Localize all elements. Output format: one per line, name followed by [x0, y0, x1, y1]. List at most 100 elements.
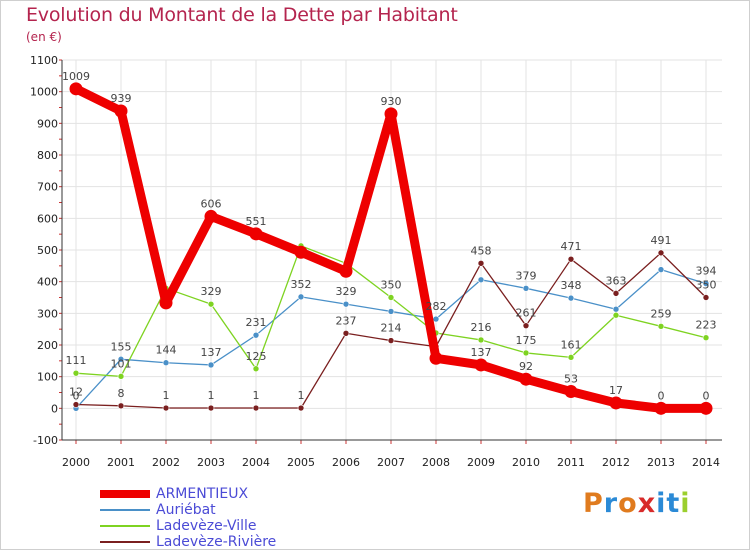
- y-tick-label: -100: [33, 434, 58, 447]
- data-label-armentieux: 0: [703, 389, 710, 402]
- legend-label: Ladevèze-Ville: [156, 518, 257, 534]
- x-tick-label: 2003: [197, 456, 225, 469]
- legend: ARMENTIEUX Auriébat Ladevèze-Ville Ladevèze…: [100, 486, 276, 550]
- x-tick-label: 2000: [62, 456, 90, 469]
- data-label-armentieux: 1009: [62, 70, 90, 83]
- x-tick-label: 2012: [602, 456, 630, 469]
- point-auriebat: [342, 300, 350, 308]
- point-ladeveze-ville: [567, 354, 575, 361]
- legend-item-armentieux: ARMENTIEUX: [100, 486, 276, 502]
- point-ladeveze-riviere: [657, 249, 665, 257]
- data-label-auriebat: 394: [696, 265, 717, 278]
- point-ladeveze-riviere: [162, 404, 170, 412]
- point-armentieux: [159, 296, 173, 310]
- y-tick-label: 1100: [30, 54, 58, 67]
- point-auriebat: [567, 294, 575, 302]
- data-label-ladeveze-ville: 259: [651, 307, 672, 320]
- legend-swatch: [100, 525, 150, 527]
- data-label-ladeveze-riviere: 261: [516, 307, 537, 320]
- legend-label: Auriébat: [156, 502, 216, 518]
- logo-letter: i: [680, 488, 691, 519]
- data-label-ladeveze-riviere: 1: [163, 389, 170, 402]
- data-label-auriebat: 137: [201, 346, 222, 359]
- data-label-armentieux: 939: [111, 92, 132, 105]
- point-auriebat: [612, 305, 620, 313]
- data-label-ladeveze-riviere: 237: [336, 314, 357, 327]
- point-armentieux: [654, 401, 668, 415]
- legend-item-auriebat: Auriébat: [100, 502, 276, 518]
- data-label-armentieux: 606: [201, 197, 222, 210]
- data-label-armentieux: 0: [658, 389, 665, 402]
- point-armentieux: [114, 104, 128, 118]
- y-tick-label: 400: [37, 276, 58, 289]
- point-armentieux: [474, 358, 488, 372]
- point-armentieux: [339, 264, 353, 278]
- grid: [62, 59, 722, 441]
- point-armentieux: [384, 107, 398, 121]
- legend-swatch: [100, 509, 150, 511]
- point-ladeveze-riviere: [567, 255, 575, 263]
- point-ladeveze-riviere: [207, 404, 215, 412]
- point-ladeveze-ville: [387, 294, 395, 301]
- point-ladeveze-ville: [522, 349, 530, 357]
- point-ladeveze-riviere: [117, 402, 125, 410]
- logo-letter: i: [656, 488, 667, 519]
- data-label-ladeveze-ville: 161: [561, 338, 582, 351]
- point-ladeveze-ville: [657, 323, 665, 330]
- x-tick-label: 2004: [242, 456, 270, 469]
- point-ladeveze-riviere: [297, 404, 305, 412]
- point-ladeveze-ville: [72, 369, 80, 377]
- legend-swatch: [100, 541, 150, 543]
- data-label-ladeveze-ville: 101: [111, 357, 132, 370]
- data-labels: 1009 939 606 551 930 137 92 53 17 0 0 0 155 144 137 231…: [62, 70, 717, 403]
- x-tick-label: 2010: [512, 456, 540, 469]
- logo-letter: r: [603, 488, 619, 519]
- data-label-ladeveze-ville: 125: [246, 350, 267, 363]
- point-ladeveze-riviere: [702, 294, 710, 301]
- point-ladeveze-riviere: [342, 329, 350, 337]
- data-label-auriebat: 231: [246, 316, 267, 329]
- data-label-ladeveze-riviere: 363: [606, 274, 627, 287]
- x-tick-label: 2009: [467, 456, 495, 469]
- data-label-ladeveze-ville: 350: [381, 279, 402, 292]
- data-label-ladeveze-riviere: 350: [696, 279, 717, 292]
- y-tick-label: 700: [37, 181, 58, 194]
- x-tick-label: 2013: [647, 456, 675, 469]
- point-armentieux: [249, 227, 263, 241]
- logo-letter: x: [637, 488, 657, 519]
- point-auriebat: [252, 331, 260, 339]
- point-ladeveze-riviere: [612, 290, 620, 297]
- point-armentieux: [69, 82, 83, 96]
- point-auriebat: [387, 308, 395, 315]
- x-tick-label: 2001: [107, 456, 135, 469]
- data-label-armentieux: 53: [564, 373, 578, 386]
- x-tick-label: 2007: [377, 456, 405, 469]
- data-label-auriebat: 155: [111, 340, 132, 353]
- legend-label: Ladevèze-Rivière: [156, 534, 277, 550]
- point-armentieux: [699, 401, 713, 415]
- x-tick-label: 2014: [692, 456, 720, 469]
- point-ladeveze-ville: [477, 336, 485, 344]
- data-label-auriebat: 144: [156, 344, 177, 357]
- point-auriebat: [117, 355, 125, 363]
- data-label-ladeveze-ville: 329: [201, 285, 222, 298]
- data-label-ladeveze-riviere: 1: [253, 389, 260, 402]
- point-armentieux: [294, 245, 308, 259]
- data-label-auriebat: 348: [561, 279, 582, 292]
- point-ladeveze-riviere: [72, 401, 80, 408]
- legend-item-ladeveze-ville: Ladevèze-Ville: [100, 518, 276, 534]
- y-tick-label: 500: [37, 244, 58, 257]
- y-tick-label: 600: [37, 212, 58, 225]
- data-label-ladeveze-riviere: 471: [561, 240, 582, 253]
- y-tick-label: 300: [37, 307, 58, 320]
- point-armentieux: [429, 351, 443, 365]
- logo-letter: t: [666, 488, 681, 519]
- data-label-ladeveze-ville: 216: [471, 321, 492, 334]
- point-ladeveze-riviere: [252, 404, 260, 412]
- point-auriebat: [162, 359, 170, 367]
- data-label-ladeveze-riviere: 1: [208, 389, 215, 402]
- legend-label: ARMENTIEUX: [156, 486, 249, 502]
- data-label-ladeveze-riviere: 491: [651, 234, 672, 247]
- y-tick-label: 1000: [30, 86, 58, 99]
- data-label-armentieux: 930: [381, 95, 402, 108]
